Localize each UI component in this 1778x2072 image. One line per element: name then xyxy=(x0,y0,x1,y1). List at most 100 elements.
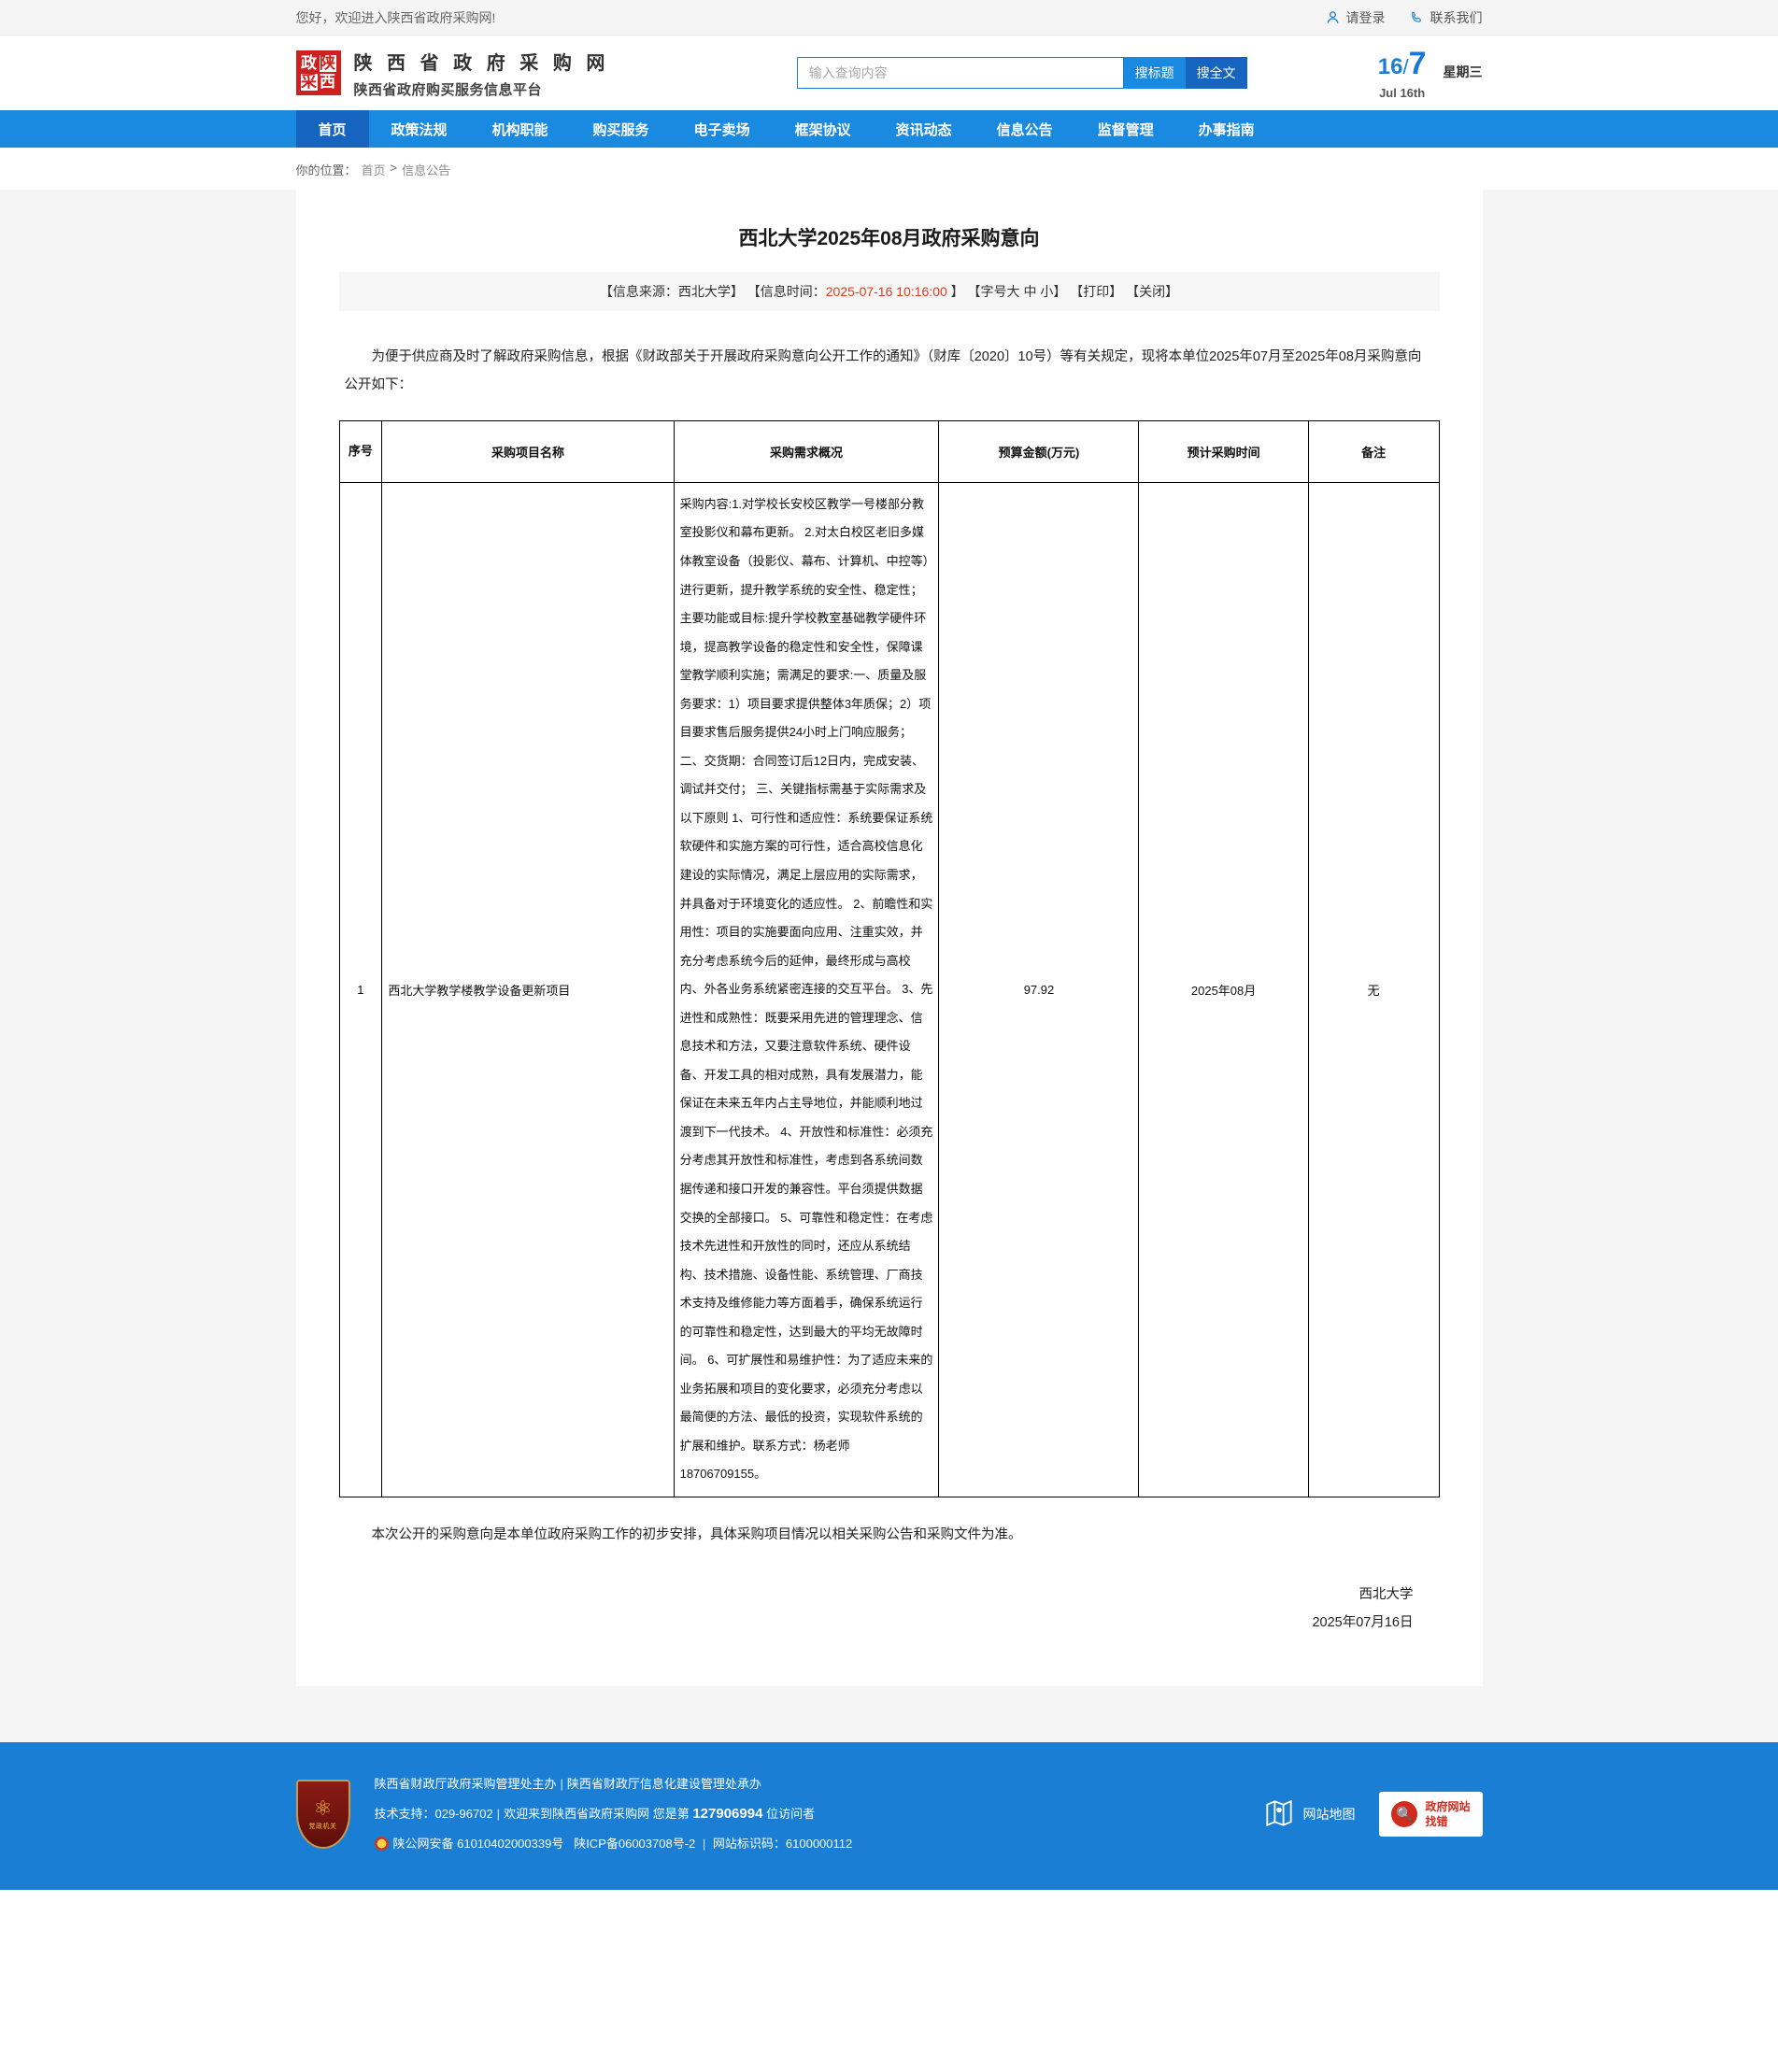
footer-sep-2: | xyxy=(496,1806,501,1821)
signature-organization: 西北大学 xyxy=(1358,1587,1414,1603)
emblem-label: 党政机关 xyxy=(308,1823,337,1830)
font-size-large-button[interactable]: 大 xyxy=(1006,284,1020,299)
cell-desc: 采购内容:1.对学校长安校区教学一号楼部分教室投影仪和幕布更新。 2.对太白校区… xyxy=(673,481,940,1498)
search-fulltext-button[interactable]: 搜全文 xyxy=(1185,57,1247,89)
main-navigation: 首页 政策法规 机构职能 购买服务 电子卖场 框架协议 资讯动态 信息公告 监督管理 办事指南 xyxy=(0,110,1778,148)
search-bar: 搜标题 搜全文 xyxy=(796,57,1247,89)
phone-icon xyxy=(1410,10,1424,24)
table-row: 1 西北大学教学楼教学设备更新项目 采购内容:1.对学校长安校区教学一号楼部分教室投… xyxy=(338,481,1440,1498)
column-header-name: 采购项目名称 xyxy=(381,419,675,483)
site-title: 陕 西 省 政 府 采 购 网 xyxy=(353,52,610,74)
footer-record-line: 陕公网安备 61010402000339号 陕ICP备06003708号-2 |… xyxy=(374,1830,853,1858)
footer-host-line: 陕西省财政厅政府采购管理处主办 | 陕西省财政厅信息化建设管理处承办 xyxy=(375,1770,853,1798)
date-day: 16 xyxy=(1377,53,1403,79)
logo-char-0: 政 xyxy=(300,53,318,73)
breadcrumb-item-current: 信息公告 xyxy=(402,163,451,177)
report-error-badge[interactable]: 🔍 政府网站 找错 xyxy=(1379,1791,1483,1838)
cell-seq: 1 xyxy=(338,481,383,1498)
government-emblem-icon: ⚛ 党政机关 xyxy=(295,1780,350,1850)
date-widget: 16/7 Jul 16th 星期三 xyxy=(1378,48,1483,99)
login-link-label: 请登录 xyxy=(1345,9,1386,25)
cell-note: 无 xyxy=(1307,481,1440,1498)
nav-item-7[interactable]: 信息公告 xyxy=(996,121,1053,138)
nav-item-8[interactable]: 监督管理 xyxy=(1097,121,1154,138)
meta-source-label: 【信息来源： xyxy=(599,284,678,299)
date-separator: / xyxy=(1402,54,1409,78)
article-container: 西北大学2025年08月政府采购意向 【信息来源：西北大学】 【信息时间：202… xyxy=(295,190,1483,1686)
cell-time: 2025年08月 xyxy=(1138,481,1309,1498)
welcome-message: 您好，欢迎进入陕西省政府采购网! xyxy=(295,9,496,25)
search-input[interactable] xyxy=(796,57,1124,89)
column-header-budget: 预算金额(万元) xyxy=(938,419,1140,483)
nav-item-2[interactable]: 机构职能 xyxy=(491,121,548,138)
signature-date: 2025年07月16日 xyxy=(1312,1615,1414,1631)
footer-support-line: 技术支持：029-96702 | 欢迎来到陕西省政府采购网 您是第 12790699… xyxy=(375,1798,853,1831)
nav-item-5[interactable]: 框架协议 xyxy=(794,121,851,138)
column-header-note: 备注 xyxy=(1307,419,1440,483)
map-icon xyxy=(1265,1799,1293,1830)
sitemap-label: 网站地图 xyxy=(1302,1807,1356,1823)
site-header: 政 陕 采 西 陕 西 省 政 府 采 购 网 陕西省政府购买服务信息平台 搜标… xyxy=(0,35,1778,110)
column-header-seq: 序号 xyxy=(338,419,383,483)
date-english: Jul 16th xyxy=(1379,85,1426,100)
article-meta-bar: 【信息来源：西北大学】 【信息时间：2025-07-16 10:16:00 】 … xyxy=(338,272,1440,311)
font-size-medium-button[interactable]: 中 xyxy=(1023,284,1037,299)
police-record[interactable]: 陕公网安备 61010402000339号 xyxy=(392,1837,564,1852)
search-title-button[interactable]: 搜标题 xyxy=(1123,57,1186,89)
login-link[interactable]: 请登录 xyxy=(1326,8,1386,27)
footer-tech-support: 技术支持：029-96702 xyxy=(374,1806,493,1821)
site-subtitle: 陕西省政府购买服务信息平台 xyxy=(353,81,543,98)
icp-record[interactable]: 陕ICP备06003708号-2 xyxy=(574,1837,696,1852)
magnifier-icon: 🔍 xyxy=(1391,1801,1418,1828)
table-header-row: 序号 采购项目名称 采购需求概况 预算金额(万元) 预计采购时间 备注 xyxy=(338,419,1440,483)
date-month: 7 xyxy=(1408,45,1427,81)
logo-char-2: 采 xyxy=(300,72,318,92)
contact-link[interactable]: 联系我们 xyxy=(1410,8,1483,27)
footer-sep-3: | xyxy=(702,1837,706,1852)
meta-time: 【信息时间：2025-07-16 10:16:00 】 xyxy=(747,284,964,299)
meta-time-label: 【信息时间： xyxy=(747,284,826,299)
site-logo-icon: 政 陕 采 西 xyxy=(295,50,341,95)
contact-link-label: 联系我们 xyxy=(1430,9,1483,25)
print-button[interactable]: 【打印】 xyxy=(1070,284,1123,299)
site-identification-code: 网站标识码：6100000112 xyxy=(712,1837,853,1852)
user-icon xyxy=(1326,10,1340,24)
gov-badge-line2: 找错 xyxy=(1425,1815,1448,1829)
breadcrumb-bar: 你的位置： 首页 > 信息公告 xyxy=(0,148,1778,190)
meta-time-value: 2025-07-16 10:16:00 xyxy=(825,284,947,299)
cell-name: 西北大学教学楼教学设备更新项目 xyxy=(381,481,675,1498)
logo-char-1: 陕 xyxy=(319,53,336,73)
footer-host: 陕西省财政厅政府采购管理处主办 xyxy=(374,1776,557,1791)
font-size-controls: 【字号大 中 小】 xyxy=(968,284,1067,299)
font-size-small-button[interactable]: 小 xyxy=(1040,284,1054,299)
police-badge-icon xyxy=(374,1837,389,1852)
closing-paragraph: 本次公开的采购意向是本单位政府采购工作的初步安排，具体采购项目情况以相关采购公告… xyxy=(371,1527,1022,1543)
nav-item-6[interactable]: 资讯动态 xyxy=(895,121,952,138)
breadcrumb-prefix: 你的位置： xyxy=(295,163,357,177)
date-weekday: 星期三 xyxy=(1443,64,1483,80)
footer-welcome: 欢迎来到陕西省政府采购网 xyxy=(504,1806,650,1821)
footer-sep-1: | xyxy=(560,1776,563,1791)
breadcrumb-item-home[interactable]: 首页 xyxy=(361,163,386,177)
breadcrumb-separator: > xyxy=(390,161,398,175)
top-utility-bar: 您好，欢迎进入陕西省政府采购网! 请登录 联系我们 xyxy=(0,0,1778,35)
meta-source-close: 】 xyxy=(730,284,744,299)
visitor-suffix: 位访问者 xyxy=(766,1806,816,1821)
close-button[interactable]: 【关闭】 xyxy=(1126,284,1179,299)
procurement-intent-table: 序号 采购项目名称 采购需求概况 预算金额(万元) 预计采购时间 备注 1 西北大… xyxy=(338,419,1440,1498)
site-footer: ⚛ 党政机关 陕西省财政厅政府采购管理处主办 | 陕西省财政厅信息化建设管理处承办 … xyxy=(0,1741,1778,1891)
visitor-prefix: 您是第 xyxy=(652,1806,690,1821)
meta-time-close: 】 xyxy=(950,284,964,299)
page-title: 西北大学2025年08月政府采购意向 xyxy=(738,228,1040,249)
column-header-time: 预计采购时间 xyxy=(1138,419,1309,483)
breadcrumb: 你的位置： 首页 > 信息公告 xyxy=(296,148,1483,190)
nav-item-9[interactable]: 办事指南 xyxy=(1198,121,1255,138)
sitemap-link[interactable]: 网站地图 xyxy=(1265,1799,1355,1830)
brand-block[interactable]: 政 陕 采 西 陕 西 省 政 府 采 购 网 陕西省政府购买服务信息平台 xyxy=(295,48,610,99)
nav-item-0[interactable]: 首页 xyxy=(295,110,369,148)
nav-item-4[interactable]: 电子卖场 xyxy=(693,121,750,138)
intro-paragraph: 为便于供应商及时了解政府采购信息，根据《财政部关于开展政府采购意向公开工作的通知… xyxy=(344,349,1422,393)
nav-item-1[interactable]: 政策法规 xyxy=(391,121,448,138)
nav-item-3[interactable]: 购买服务 xyxy=(592,121,649,138)
font-size-close: 】 xyxy=(1053,284,1067,299)
